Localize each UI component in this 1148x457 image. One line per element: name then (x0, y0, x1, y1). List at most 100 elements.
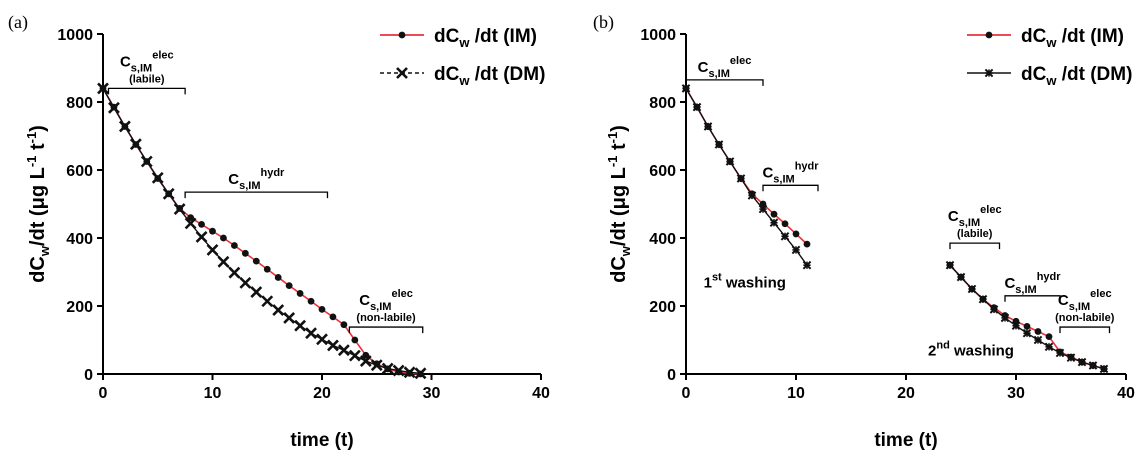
data-point (228, 266, 241, 279)
data-point (979, 295, 987, 303)
data-point (1022, 328, 1032, 338)
data-point (143, 158, 151, 165)
data-point (217, 255, 230, 268)
data-point (1023, 323, 1031, 330)
data-point (984, 68, 994, 78)
annotation-bracket (348, 326, 424, 334)
annotation-sup: hydr (795, 160, 820, 172)
data-point (239, 276, 252, 289)
data-point (990, 304, 998, 312)
annotation-base: C (698, 59, 709, 76)
annotation-base: C (359, 292, 370, 309)
legend-sub: w (458, 73, 470, 88)
y-axis-label: dCw/dt (μg L-1 t-1) (605, 125, 633, 283)
data-point (252, 257, 260, 265)
data-point (1033, 335, 1043, 345)
annotation-label: Cs,IMelec (948, 204, 1002, 229)
data-point (1044, 342, 1054, 352)
washing-label: 1st washing (704, 271, 786, 291)
data-point (1034, 328, 1042, 335)
annotation-note: (non-labile) (356, 312, 416, 324)
annotation-label: Cs,IMelec (359, 288, 413, 313)
legend-post: /dt (DM) (469, 64, 545, 85)
y-tick-label: 600 (649, 163, 676, 180)
legend-post: /dt (DM) (1056, 64, 1132, 85)
annotation-sub: s,IM (131, 62, 152, 74)
x-tick-label: 20 (313, 385, 331, 402)
data-point (359, 355, 372, 367)
annotation-bracket (949, 242, 1001, 250)
data-point (1045, 333, 1053, 340)
data-point (704, 123, 712, 130)
y-label-base: dC (27, 256, 49, 283)
annotation-sup: elec (152, 49, 173, 61)
data-point (384, 365, 392, 373)
data-point (154, 175, 162, 182)
y-axis-label: dCw/dt (μg L-1 t-1) (24, 125, 52, 283)
annotation: Cs,IMelec(non-labile) (1055, 288, 1115, 334)
data-point (274, 274, 282, 281)
y-tick-label: 1000 (640, 27, 676, 44)
x-tick-label: 0 (99, 385, 108, 402)
x-tick-label: 20 (897, 385, 915, 402)
annotation-sub: s,IM (239, 180, 260, 192)
series-star (685, 88, 1105, 370)
annotation-bracket (762, 184, 819, 192)
washing-sup: nd (936, 339, 949, 351)
data-point (329, 313, 337, 321)
data-point (337, 344, 350, 357)
legend-label: dCw /dt (IM) (434, 26, 537, 50)
data-point (759, 200, 767, 208)
x-tick-label: 40 (1117, 385, 1135, 402)
legend-sub: w (1045, 73, 1057, 88)
legend-pre: dC (1021, 26, 1047, 47)
data-point (176, 205, 184, 212)
annotation-label: Cs,IMelec (120, 49, 174, 74)
data-point (957, 273, 965, 281)
data-point (1100, 365, 1108, 373)
washing-label: 2nd washing (928, 339, 1014, 359)
annotation-sub: s,IM (959, 217, 980, 229)
x-axis-label: time (t) (874, 430, 937, 451)
data-point (791, 245, 801, 255)
annotation-note: (non-labile) (1055, 312, 1115, 324)
annotation-label: Cs,IMelec (1058, 288, 1112, 313)
annotation-sub: s,IM (773, 173, 794, 185)
data-point (737, 175, 745, 182)
y-tick-label: 0 (84, 367, 93, 384)
data-point (682, 85, 690, 92)
legend-sub: w (458, 35, 470, 50)
panel-label: (a) (8, 12, 28, 33)
legend-post: /dt (IM) (469, 26, 537, 47)
annotation-label: Cs,IMhydr (228, 167, 285, 192)
data-point (184, 217, 197, 230)
data-point (726, 158, 734, 165)
y-label-sep: t (27, 143, 49, 156)
data-point (296, 290, 304, 297)
data-point (781, 220, 789, 228)
annotation-sup: elec (730, 55, 751, 67)
data-point (209, 227, 216, 235)
data-point (294, 319, 307, 332)
legend-sub: w (1045, 35, 1057, 50)
data-point (307, 297, 315, 305)
annotation: Cs,IMelec(labile) (948, 204, 1002, 250)
series-line (685, 87, 808, 245)
data-point (406, 369, 413, 377)
data-point (770, 210, 778, 218)
data-point (968, 285, 976, 293)
annotation-bracket (107, 87, 186, 95)
data-point (318, 306, 326, 313)
data-point (231, 242, 238, 249)
annotation-bracket (1059, 326, 1111, 334)
x-tick-label: 30 (1007, 385, 1025, 402)
y-label-sep: t (608, 143, 630, 156)
data-point (1078, 358, 1086, 366)
y-label-mid: /dt (μg L (27, 167, 49, 246)
data-point (693, 103, 701, 111)
data-point (985, 31, 993, 39)
legend-label: dCw /dt (DM) (434, 64, 545, 88)
